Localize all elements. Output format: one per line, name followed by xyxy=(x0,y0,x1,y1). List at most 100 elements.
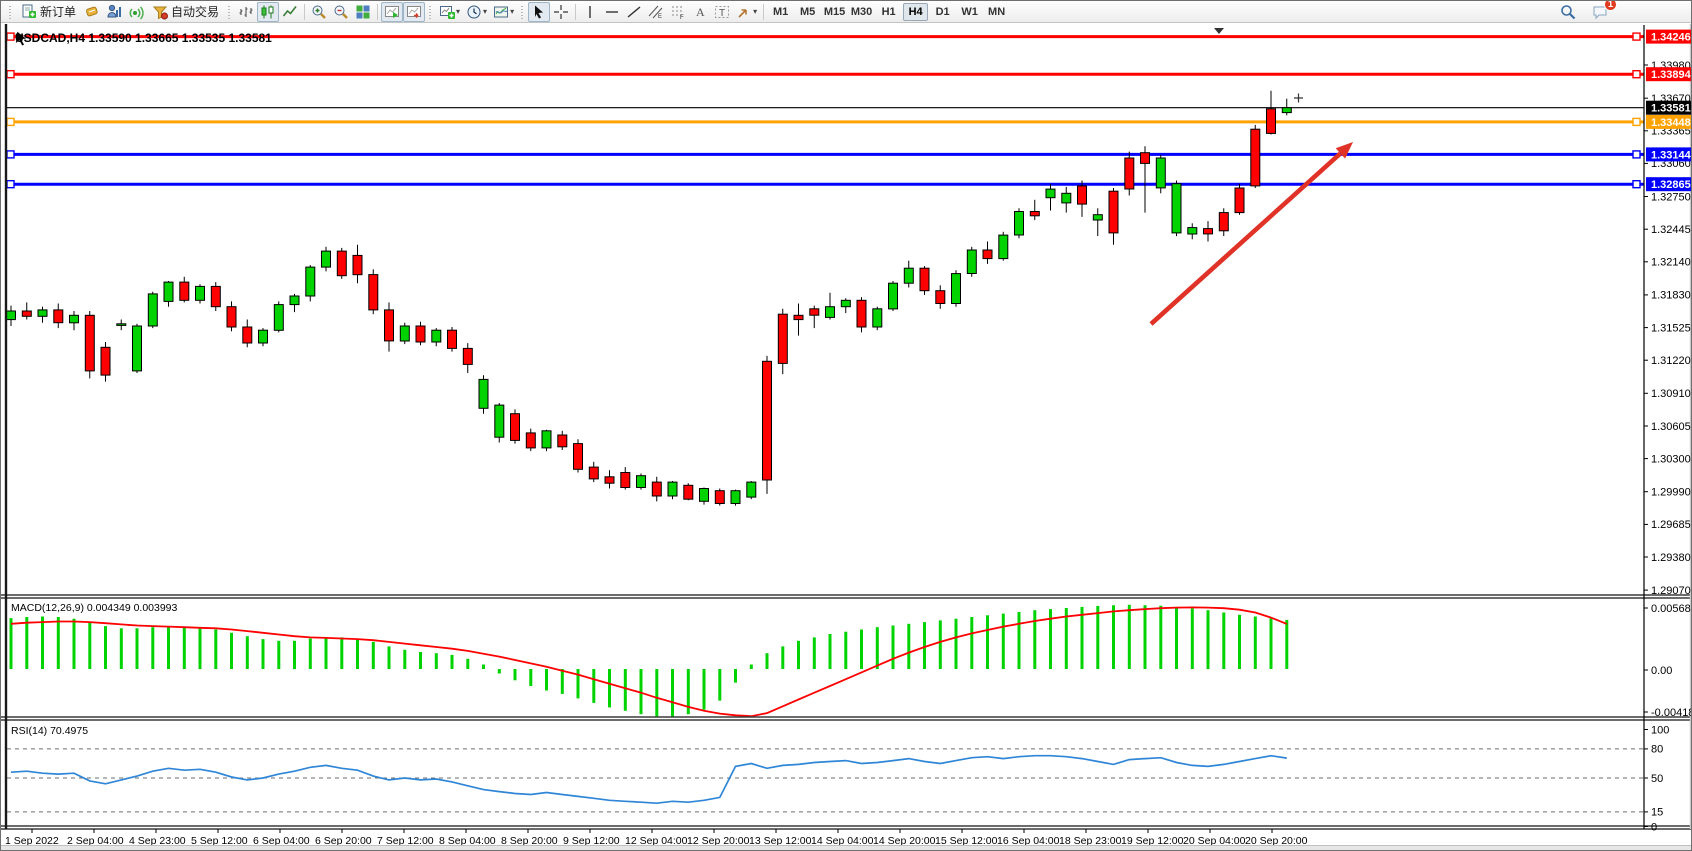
dropdown-caret-icon[interactable]: ▾ xyxy=(753,7,758,16)
navigator-icon[interactable] xyxy=(125,2,147,22)
vertical-line-icon[interactable] xyxy=(579,2,601,22)
crosshair-icon[interactable] xyxy=(550,2,572,22)
tile-windows-icon[interactable] xyxy=(352,2,374,22)
periods-dropdown[interactable]: ▾ xyxy=(463,2,490,22)
timeframe-button-h4[interactable]: H4 xyxy=(903,2,929,21)
text-icon[interactable]: A xyxy=(689,2,711,22)
candle-body-up xyxy=(147,293,158,327)
person-chart-icon xyxy=(106,4,122,20)
timeframe-button-d1[interactable]: D1 xyxy=(935,5,950,18)
rsi-axis-label: 80 xyxy=(1651,744,1663,756)
macd-histogram-bar xyxy=(482,664,485,669)
auto-scroll-icon[interactable] xyxy=(381,1,404,22)
resistance-line-1-handle[interactable] xyxy=(6,32,15,41)
macd-histogram-bar xyxy=(151,627,155,669)
cursor-icon[interactable] xyxy=(528,1,551,22)
timeframe-button-w1[interactable]: W1 xyxy=(961,5,978,18)
dropdown-caret-icon[interactable]: ▾ xyxy=(510,7,515,16)
candlesticks xyxy=(6,90,1292,506)
search-button[interactable] xyxy=(1557,2,1579,22)
candle-body-down xyxy=(525,432,536,449)
support-line-2-handle[interactable] xyxy=(6,179,15,189)
macd-histogram-bar xyxy=(1017,611,1021,669)
trend-arrow-line[interactable] xyxy=(1149,151,1342,326)
new-order-button[interactable]: 新订单 xyxy=(16,2,81,22)
time-axis-label: 4 Sep 23:00 xyxy=(129,835,186,847)
candle-body-down xyxy=(714,490,725,505)
trendline-icon[interactable] xyxy=(623,2,645,22)
price-badge xyxy=(1646,29,1691,44)
resistance-line-2-handle[interactable] xyxy=(6,69,15,79)
time-axis-label: 16 Sep 04:00 xyxy=(997,835,1060,847)
timeframe-button-m30[interactable]: M30 xyxy=(850,5,873,18)
hline-icon xyxy=(604,4,620,20)
toolbar-grip[interactable] xyxy=(7,3,14,20)
zoom-out-icon[interactable] xyxy=(330,2,352,22)
chart-shift-icon[interactable] xyxy=(403,1,426,22)
equidistant-channel-icon[interactable]: E xyxy=(645,2,667,22)
history-center-icon[interactable] xyxy=(81,2,103,22)
timeframe-button-mn[interactable]: MN xyxy=(988,5,1006,18)
dropdown-caret-icon[interactable]: ▾ xyxy=(483,7,488,16)
toolbar-grip[interactable] xyxy=(427,3,435,20)
templates-dropdown[interactable]: ▾ xyxy=(490,2,517,22)
macd-histogram-bar xyxy=(1064,608,1068,669)
market-watch-icon[interactable] xyxy=(103,2,125,22)
notifications-button[interactable]: 1 xyxy=(1589,1,1617,22)
support-line-1-handle[interactable] xyxy=(1632,150,1641,159)
tiles-icon xyxy=(355,4,371,20)
dropdown-caret-icon[interactable]: ▾ xyxy=(456,7,461,16)
macd-histogram-bar xyxy=(450,654,454,669)
timeframe-button-m15[interactable]: M15 xyxy=(823,5,846,18)
bar-chart-icon[interactable] xyxy=(235,2,257,22)
time-axis[interactable]: 1 Sep 2022 2 Sep 04:00 4 Sep 23:00 5 Sep 12… xyxy=(5,829,1308,847)
candle-body-up xyxy=(305,266,316,297)
pivot-line-handle[interactable] xyxy=(6,117,15,127)
timeframe-button-m1[interactable]: M1 xyxy=(772,5,789,18)
resistance-line-1-handle[interactable] xyxy=(1632,32,1641,41)
autotrading-button[interactable]: 自动交易 xyxy=(147,2,224,22)
chart-canvas[interactable]: USDCAD,H4 1.33590 1.33665 1.33535 1.3358… xyxy=(1,23,1692,851)
support-line-1-handle[interactable] xyxy=(6,150,15,159)
price-axis[interactable]: 1.339801.336701.333651.330601.327501.324… xyxy=(1644,29,1692,597)
candle-body-up xyxy=(399,325,410,342)
chart-window: USDCAD,H4 1.33590 1.33665 1.33535 1.3358… xyxy=(1,23,1692,851)
support-line-2-handle[interactable] xyxy=(1632,179,1641,189)
rsi-axis-label: 0 xyxy=(1651,821,1657,833)
pivot-line-handle[interactable] xyxy=(1632,117,1641,127)
candlestick-chart-icon[interactable] xyxy=(257,1,280,22)
zoom-in-icon[interactable] xyxy=(308,2,330,22)
candle-body-down xyxy=(384,309,394,342)
zoom-out-icon xyxy=(333,4,349,20)
arrows-dropdown[interactable]: ▾ xyxy=(733,2,760,22)
main-toolbar: 新订单 自动交易 ▾ ▾ ▾ E F A T ▾ M1 M5 M15 M30 H1 H4 D1 W1 MN 1 xyxy=(1,1,1691,23)
main-price-pane: USDCAD,H4 1.33590 1.33665 1.33535 1.3358… xyxy=(6,28,1644,506)
resistance-line-2-handle[interactable] xyxy=(1632,69,1641,79)
timeframe-button-h1[interactable]: H1 xyxy=(881,5,896,18)
toolbar-grip[interactable] xyxy=(519,3,527,20)
candle-body-up xyxy=(289,295,300,306)
line-chart-icon[interactable] xyxy=(279,2,301,22)
mouse-cursor-icon xyxy=(15,30,28,47)
chart-shift-marker[interactable] xyxy=(1214,28,1224,34)
fibonacci-icon[interactable]: F xyxy=(667,2,689,22)
new-chart-dropdown[interactable]: ▾ xyxy=(436,2,463,22)
price-badge xyxy=(1646,100,1691,115)
macd-histogram-bar xyxy=(356,638,359,669)
time-axis-label: 14 Sep 20:00 xyxy=(873,835,936,847)
candle-body-down xyxy=(777,313,788,364)
macd-histogram-bar xyxy=(608,669,611,708)
text-label-icon[interactable]: T xyxy=(711,2,733,22)
trend-arrow-head[interactable] xyxy=(1335,142,1353,159)
candle-body-down xyxy=(856,299,867,328)
timeframe-button-m5[interactable]: M5 xyxy=(799,5,816,18)
toolbar-grip[interactable] xyxy=(226,3,234,20)
macd-histogram-bar xyxy=(765,653,769,669)
horizontal-line-icon[interactable] xyxy=(601,2,623,22)
time-axis-label: 20 Sep 04:00 xyxy=(1183,835,1246,847)
macd-histogram-bar xyxy=(340,637,344,669)
candle-body-down xyxy=(21,310,32,317)
candle-body-down xyxy=(1124,157,1135,190)
macd-histogram-bar xyxy=(261,639,265,669)
autoscroll-icon xyxy=(384,4,400,20)
